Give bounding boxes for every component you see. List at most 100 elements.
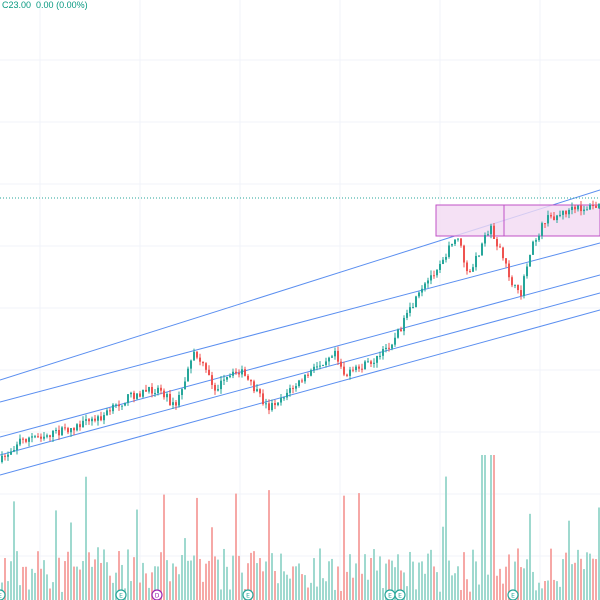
candle-body <box>337 350 339 362</box>
volume-bar <box>151 572 153 600</box>
price-range-rectangle[interactable] <box>435 204 600 237</box>
candle-body <box>307 374 309 376</box>
volume-bar <box>4 558 6 600</box>
volume-bar <box>292 566 294 600</box>
candle-body <box>175 402 177 406</box>
candle-body <box>19 438 21 445</box>
volume-bar <box>484 455 486 600</box>
earnings-marker[interactable]: E <box>394 589 406 600</box>
candle-body <box>64 427 66 429</box>
candle-body <box>313 366 315 371</box>
volume-bar <box>211 527 213 600</box>
volume-bar <box>301 574 303 600</box>
candle-body <box>586 209 588 211</box>
volume-bar <box>178 574 180 600</box>
ohlc-legend: C23.00 0.00 (0.00%) <box>2 0 88 10</box>
volume-bar <box>118 551 120 600</box>
candle-body <box>178 394 180 406</box>
earnings-marker[interactable]: E <box>242 589 254 600</box>
volume-bar <box>427 553 429 600</box>
channel-line-3[interactable] <box>0 274 600 438</box>
volume-bar <box>133 557 135 600</box>
volume-bar <box>130 581 132 600</box>
volume-bar <box>142 562 144 600</box>
candle-body <box>394 337 396 345</box>
candle-body <box>112 404 114 412</box>
candle-body <box>379 355 381 357</box>
volume-bar <box>73 566 75 600</box>
volume-bar <box>106 562 108 600</box>
candle-body <box>127 394 129 403</box>
earnings-marker[interactable]: E <box>384 589 396 600</box>
candle-body <box>364 361 366 370</box>
candle-body <box>361 368 363 370</box>
volume-bar <box>340 590 342 600</box>
candle-body <box>472 267 474 272</box>
marker-label: E <box>511 593 515 600</box>
candle-body <box>505 258 507 264</box>
candle-body <box>25 438 27 442</box>
volume-bar <box>55 510 57 600</box>
volume-bar <box>61 591 63 600</box>
candle-body <box>310 370 312 376</box>
candle-body <box>568 210 570 215</box>
candle-body <box>157 387 159 394</box>
volume-bar <box>595 559 597 600</box>
volume-bar <box>370 557 372 600</box>
candle-body <box>346 374 348 376</box>
candle-body <box>319 365 321 367</box>
volume-bar <box>505 566 507 600</box>
volume-bar <box>589 553 591 600</box>
candle-body <box>517 284 519 291</box>
candle-body <box>55 429 57 431</box>
channel-line-4[interactable] <box>0 292 600 456</box>
volume-bar <box>517 548 519 600</box>
volume-bar <box>502 583 504 600</box>
volume-bar <box>448 560 450 600</box>
volume-bar <box>49 588 51 600</box>
earnings-marker[interactable]: E <box>115 589 127 600</box>
volume-bar <box>16 551 18 600</box>
candle-body <box>433 275 435 277</box>
volume-bar <box>571 564 573 600</box>
volume-bar <box>181 555 183 600</box>
candle-body <box>466 262 468 272</box>
volume-bar <box>406 586 408 600</box>
volume-bar <box>409 551 411 600</box>
candle-body <box>508 263 510 278</box>
candle-body <box>328 357 330 362</box>
candle-body <box>31 436 33 438</box>
dividend-marker[interactable]: D <box>151 589 163 600</box>
volume-bar <box>307 587 309 600</box>
earnings-marker[interactable]: E <box>0 589 6 600</box>
candle-body <box>538 235 540 241</box>
candle-body <box>592 204 594 206</box>
volume-bar <box>514 561 516 600</box>
volume-bar <box>169 581 171 600</box>
candle-body <box>58 429 60 436</box>
volume-bar <box>460 589 462 600</box>
volume-bar <box>127 549 129 600</box>
candle-body <box>136 393 138 399</box>
volume-bar <box>94 559 96 600</box>
candle-body <box>142 389 144 397</box>
volume-bar <box>310 582 312 600</box>
volume-bar <box>304 575 306 600</box>
volume-bar <box>22 566 24 600</box>
volume-bar <box>343 495 345 600</box>
candle-body <box>94 418 96 421</box>
candle-body <box>70 428 72 433</box>
volume-bar <box>172 563 174 600</box>
candle-body <box>67 428 69 433</box>
candle-body <box>7 454 9 457</box>
channel-line-2[interactable] <box>0 242 600 403</box>
channel-line-5[interactable] <box>0 309 600 476</box>
candle-body <box>298 380 300 387</box>
volume-bar <box>424 573 426 600</box>
earnings-marker[interactable]: E <box>507 589 519 600</box>
volume-bar <box>463 552 465 600</box>
volume-bar <box>67 551 69 600</box>
event-markers[interactable]: EEEEEDE <box>0 589 519 600</box>
